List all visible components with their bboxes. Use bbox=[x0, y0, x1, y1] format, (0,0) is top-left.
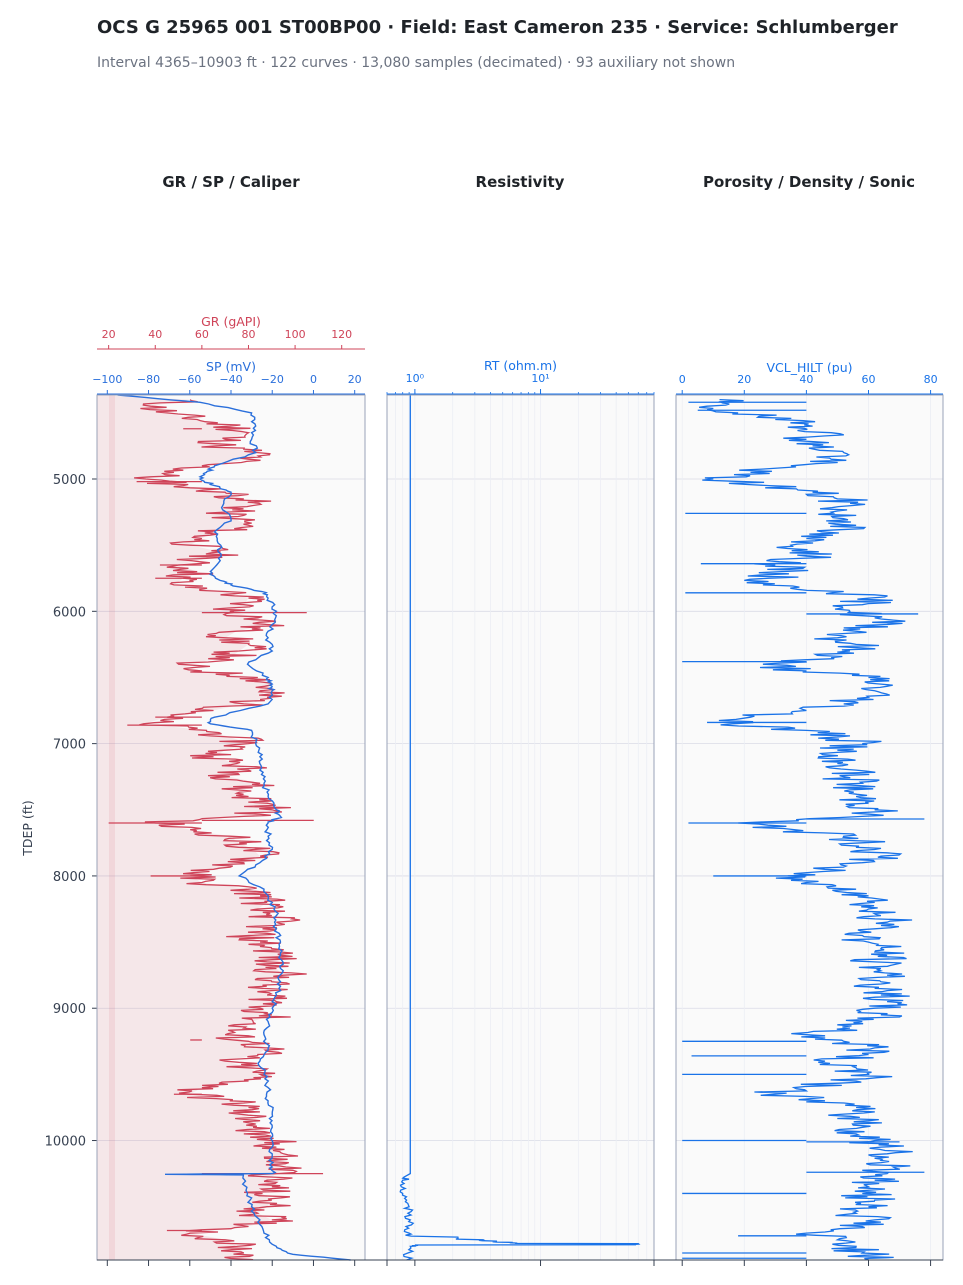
vcl-tick-label: 20 bbox=[737, 373, 751, 386]
depth-tick-label: 6000 bbox=[53, 605, 86, 620]
gr-fill bbox=[97, 395, 286, 1260]
sp-tick-label: −60 bbox=[178, 373, 201, 386]
rt-curve bbox=[399, 395, 641, 1261]
sp-axis-label: SP (mV) bbox=[206, 359, 256, 374]
depth-tick-label: 5000 bbox=[53, 473, 86, 488]
gr-tick-label: 80 bbox=[241, 328, 255, 341]
rt-tick-label: 10⁰ bbox=[406, 372, 425, 385]
rt-axis-label: RT (ohm.m) bbox=[484, 358, 557, 373]
gr-curve bbox=[134, 399, 307, 1261]
sp-tick-label: −20 bbox=[261, 373, 284, 386]
depth-tick-label: 8000 bbox=[53, 870, 86, 885]
gr-tick-label: 40 bbox=[148, 328, 162, 341]
gr-tick-label: 60 bbox=[195, 328, 209, 341]
track-background bbox=[676, 395, 943, 1260]
gr-tick-label: 100 bbox=[285, 328, 306, 341]
track-background bbox=[387, 395, 654, 1260]
gr-shading-band bbox=[109, 395, 115, 1260]
sp-tick-label: −100 bbox=[92, 373, 122, 386]
depth-tick-label: 7000 bbox=[53, 738, 86, 753]
figure-title: OCS G 25965 001 ST00BP00 · Field: East C… bbox=[97, 17, 898, 38]
track-title-porosity: Porosity / Density / Sonic bbox=[703, 173, 915, 191]
vcl-tick-label: 0 bbox=[679, 373, 686, 386]
track-title-resistivity: Resistivity bbox=[476, 173, 565, 191]
gr-tick-label: 20 bbox=[102, 328, 116, 341]
sp-tick-label: 0 bbox=[310, 373, 317, 386]
depth-axis-label: TDEP (ft) bbox=[20, 800, 35, 857]
sp-tick-label: −40 bbox=[219, 373, 242, 386]
vcl-tick-label: 40 bbox=[799, 373, 813, 386]
sp-tick-label: 20 bbox=[348, 373, 362, 386]
vcl-curve bbox=[699, 398, 913, 1261]
track-title-gr-sp: GR / SP / Caliper bbox=[162, 173, 300, 191]
gr-axis-label: GR (gAPI) bbox=[201, 314, 261, 329]
gr-tick-label: 120 bbox=[331, 328, 352, 341]
depth-tick-label: 9000 bbox=[53, 1002, 86, 1017]
depth-tick-label: 10000 bbox=[45, 1135, 86, 1150]
track-background bbox=[97, 395, 365, 1260]
figure-subtitle: Interval 4365–10903 ft · 122 curves · 13… bbox=[97, 55, 735, 71]
vcl-tick-label: 60 bbox=[861, 373, 875, 386]
vcl-tick-label: 80 bbox=[924, 373, 938, 386]
vcl-axis-label: VCL_HILT (pu) bbox=[766, 360, 852, 375]
sp-curve bbox=[117, 394, 351, 1261]
sp-tick-label: −80 bbox=[137, 373, 160, 386]
rt-tick-label: 10¹ bbox=[531, 372, 549, 385]
